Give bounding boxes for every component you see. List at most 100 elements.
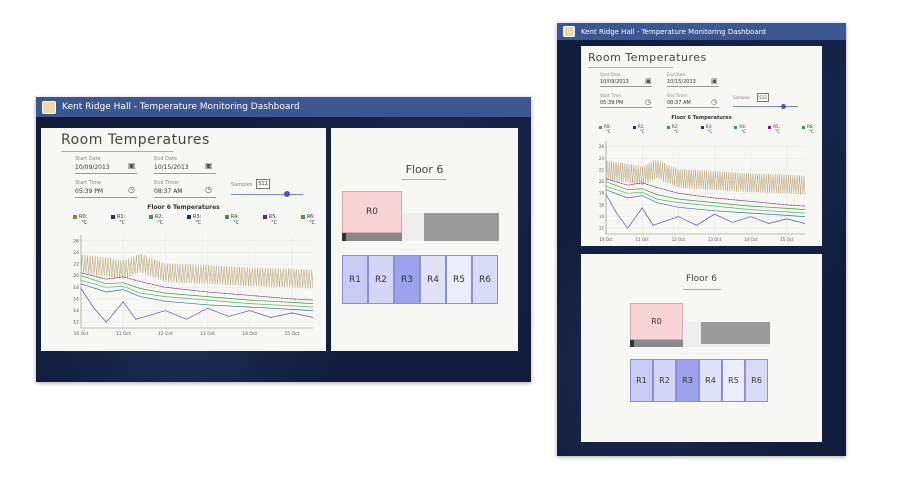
room-r2[interactable]: R2	[653, 359, 676, 402]
samples-slider-track[interactable]	[733, 106, 798, 107]
samples-slider-thumb[interactable]	[781, 104, 786, 109]
room-r0[interactable]: R0	[630, 303, 683, 340]
title-underline	[588, 67, 673, 68]
legend-label: R6:	[306, 214, 316, 220]
legend-swatch	[666, 125, 670, 129]
clock-icon[interactable]: ◷	[205, 185, 212, 194]
series-line-r6	[605, 189, 806, 217]
x-tick-label: 11 Oct	[116, 331, 131, 336]
legend-unit: °C	[119, 220, 126, 226]
legend-swatch	[300, 214, 305, 219]
start-time-input[interactable]: 05:39 PM	[75, 188, 103, 195]
legend-unit: °C	[195, 220, 202, 226]
end-date-input[interactable]: 10/15/2013	[667, 79, 696, 85]
calendar-icon[interactable]: ▣	[205, 161, 213, 170]
room-r5[interactable]: R5	[446, 255, 472, 304]
legend-unit: °C	[639, 129, 645, 134]
clock-icon[interactable]: ◷	[645, 98, 652, 106]
end-time-label: End Timer	[154, 180, 180, 186]
stairwell-block	[701, 322, 770, 344]
clock-icon[interactable]: ◷	[128, 185, 135, 194]
legend-label: R5:	[268, 214, 278, 220]
end-date-input[interactable]: 10/15/2013	[154, 164, 189, 171]
calendar-icon[interactable]: ▣	[711, 77, 718, 85]
y-tick-label: 24	[599, 156, 605, 161]
room-label: R5	[453, 274, 465, 285]
x-tick-label: 11 Oct	[636, 237, 650, 242]
room-r6[interactable]: R6	[472, 255, 498, 304]
legend-item: R1: °C	[110, 214, 126, 226]
chart-title: Floor 6 Temperatures	[671, 115, 732, 121]
room-r4[interactable]: R4	[699, 359, 722, 402]
floor-plan-panel: Floor 6 R0 R1 R2 R3 R4 R5 R6	[331, 128, 518, 351]
room-r3[interactable]: R3	[394, 255, 420, 304]
clock-icon[interactable]: ◷	[711, 98, 718, 106]
legend-item: R3: °C	[186, 214, 202, 226]
app-title: Kent Ridge Hall - Temperature Monitoring…	[62, 102, 300, 112]
end-date-label: End Date	[667, 72, 686, 77]
legend-item: R6: °C	[300, 214, 316, 226]
legend-item: R6: °C	[802, 124, 814, 134]
room-label: R6	[479, 274, 491, 285]
legend-swatch	[802, 125, 806, 129]
legend-label: R2:	[671, 124, 679, 129]
series-line-r2	[80, 275, 314, 304]
room-r0-strip-dark	[630, 340, 634, 347]
temperature-chart: 10 Oct 11 Oct 12 Oct 13 Oct 14 Oct 15 Oct 12 14…	[73, 235, 314, 336]
start-time-label: Start Time	[600, 93, 621, 98]
start-time-input[interactable]: 05:39 PM	[600, 100, 624, 106]
start-date-input[interactable]: 10/09/2013	[75, 164, 110, 171]
room-r1[interactable]: R1	[342, 255, 368, 304]
end-time-input[interactable]: 08:37 AM	[154, 188, 183, 195]
legend-label: R5:	[773, 124, 780, 129]
samples-slider-thumb[interactable]	[284, 191, 290, 197]
legend-swatch	[224, 214, 229, 219]
room-label: R2	[659, 376, 670, 385]
hall-logo-icon	[42, 100, 56, 114]
calendar-icon[interactable]: ▣	[128, 161, 136, 170]
legend-label: R1:	[116, 214, 126, 220]
samples-value[interactable]: 512	[256, 179, 270, 189]
legend-label: R3:	[192, 214, 202, 220]
room-r6[interactable]: R6	[745, 359, 768, 402]
room-r1[interactable]: R1	[630, 359, 653, 402]
legend-swatch	[734, 125, 738, 129]
x-tick-label: 14 Oct	[744, 237, 758, 242]
room-label: R4	[427, 274, 439, 285]
start-time-underline	[75, 197, 137, 198]
floor-title-underline	[683, 289, 721, 290]
room-r5[interactable]: R5	[722, 359, 745, 402]
room-r3[interactable]: R3	[676, 359, 699, 402]
samples-value[interactable]: 512	[757, 93, 769, 102]
y-tick-label: 20	[599, 179, 605, 184]
end-time-input[interactable]: 08:37 AM	[667, 100, 691, 106]
room-r2[interactable]: R2	[368, 255, 394, 304]
legend-unit: °C	[81, 220, 88, 226]
samples-slider-track[interactable]	[231, 194, 303, 195]
calendar-icon[interactable]: ▣	[645, 77, 652, 85]
end-date-label: End Date	[154, 156, 178, 162]
start-date-input[interactable]: 10/09/2013	[600, 79, 629, 85]
series-line-r4	[605, 185, 806, 214]
end-time-underline	[667, 107, 719, 108]
series-line-r1	[80, 288, 314, 323]
floor-title: Floor 6	[686, 274, 717, 284]
panel-title: Room Temperatures	[61, 132, 210, 148]
x-tick-label: 12 Oct	[672, 237, 686, 242]
end-time-label: End Timer	[667, 93, 688, 98]
legend-unit: °C	[775, 129, 780, 134]
room-label: R0	[366, 207, 378, 217]
legend-unit: °C	[233, 220, 240, 226]
room-r0[interactable]: R0	[342, 191, 402, 233]
y-tick-label: 16	[599, 202, 605, 207]
legend-item: R2: °C	[666, 124, 679, 134]
legend-item: R4: °C	[734, 124, 746, 134]
legend-swatch	[73, 214, 77, 219]
y-tick-label: 22	[73, 262, 79, 268]
room-r0-strip-dark	[342, 233, 346, 241]
x-tick-label: 12 Oct	[158, 331, 173, 336]
y-tick-label: 20	[73, 273, 79, 279]
legend-item: R5: °C	[262, 214, 278, 226]
room-r4[interactable]: R4	[420, 255, 446, 304]
y-tick-label: 26	[73, 238, 79, 244]
